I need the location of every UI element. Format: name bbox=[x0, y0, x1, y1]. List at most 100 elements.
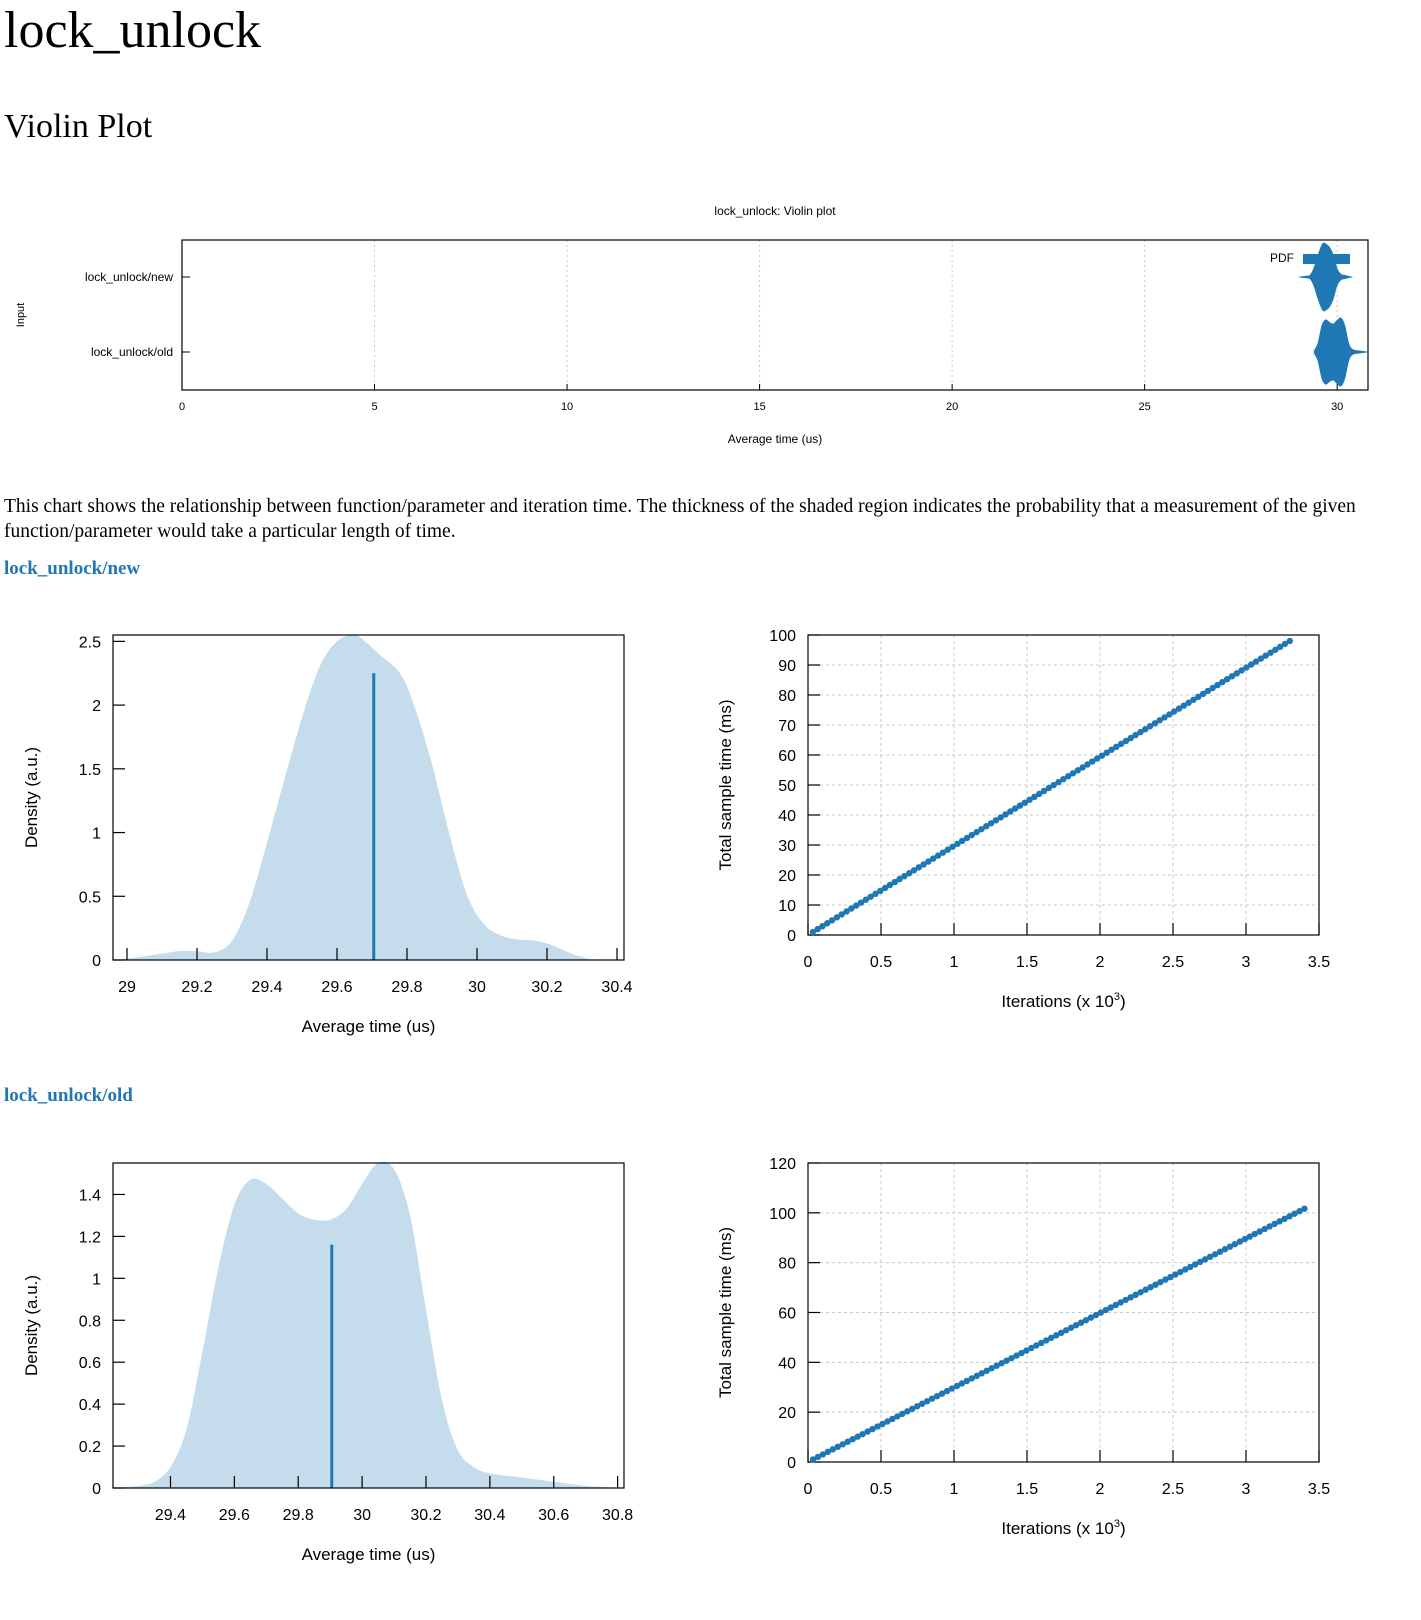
iter-y-axis-label: Total sample time (ms) bbox=[716, 700, 735, 871]
sample-point bbox=[1161, 714, 1168, 721]
sample-point bbox=[997, 814, 1004, 821]
iter-x-tick-label: 0.5 bbox=[870, 1481, 892, 1498]
violin-x-tick-label: 0 bbox=[179, 401, 185, 413]
sample-point bbox=[1084, 761, 1091, 768]
sample-point bbox=[1137, 728, 1144, 736]
sample-point bbox=[949, 843, 956, 850]
sample-point bbox=[978, 825, 985, 833]
sample-point bbox=[1291, 1210, 1298, 1217]
chart-description: This chart shows the relationship betwee… bbox=[4, 496, 1356, 542]
iteration-chart-new: 0 0.5 1 1.5 2 2.5 3 3.5 0 10 20 30 40 50 60 70 80 90 100 It… bbox=[716, 628, 1330, 1011]
sample-point bbox=[1062, 1327, 1070, 1334]
benchmark-link-new[interactable]: lock_unlock/new bbox=[4, 558, 141, 579]
sample-point bbox=[1276, 1218, 1283, 1225]
violin-y-tick-label: lock_unlock/old bbox=[91, 345, 173, 359]
sample-point bbox=[1127, 734, 1135, 742]
sample-point bbox=[1093, 755, 1101, 762]
sample-point bbox=[915, 864, 923, 871]
sample-point bbox=[1023, 1347, 1030, 1354]
violin-x-tick-label: 20 bbox=[946, 401, 958, 413]
sample-point bbox=[1276, 643, 1284, 651]
sample-point bbox=[1108, 746, 1115, 753]
sample-point bbox=[1069, 770, 1077, 777]
sample-point bbox=[1248, 661, 1255, 668]
sample-point bbox=[864, 1428, 871, 1435]
sample-point bbox=[1166, 711, 1173, 718]
violin-shape bbox=[1298, 242, 1353, 312]
sample-point bbox=[1267, 649, 1274, 656]
pdf-x-tick-label: 30 bbox=[353, 1507, 371, 1524]
sample-point bbox=[872, 890, 879, 898]
sample-point bbox=[1236, 1238, 1244, 1245]
sample-point bbox=[1031, 793, 1038, 801]
sample-point bbox=[1002, 811, 1009, 818]
sample-point bbox=[1122, 1296, 1129, 1304]
iter-x-tick-label: 2.5 bbox=[1162, 954, 1184, 971]
sample-point bbox=[1216, 1248, 1224, 1255]
sample-point bbox=[1167, 1273, 1174, 1281]
sample-point bbox=[992, 817, 1000, 824]
sample-point bbox=[1102, 1306, 1110, 1314]
sample-point bbox=[1016, 802, 1024, 809]
sample-point bbox=[933, 1392, 941, 1400]
iter-y-tick-label: 100 bbox=[769, 628, 796, 645]
sample-point bbox=[973, 1372, 980, 1380]
pdf-y-tick-label: 2.5 bbox=[79, 634, 101, 651]
sample-point bbox=[983, 1367, 990, 1375]
iter-y-tick-label: 50 bbox=[778, 778, 796, 795]
pdf-x-axis-label: Average time (us) bbox=[302, 1017, 436, 1036]
iter-y-tick-label: 0 bbox=[787, 1455, 796, 1472]
sample-point bbox=[857, 899, 865, 906]
sample-point bbox=[1206, 1253, 1214, 1261]
sample-point bbox=[1195, 693, 1202, 701]
pdf-x-tick-label: 30.8 bbox=[602, 1507, 633, 1524]
sample-point bbox=[886, 881, 894, 889]
pdf-y-tick-label: 0.4 bbox=[79, 1397, 101, 1414]
sample-point bbox=[1053, 1332, 1060, 1339]
sample-point bbox=[948, 1385, 956, 1392]
sample-point bbox=[1231, 1240, 1239, 1248]
pdf-y-tick-label: 0 bbox=[92, 953, 101, 970]
sample-point bbox=[944, 846, 951, 853]
sample-point bbox=[819, 1451, 827, 1458]
sample-point bbox=[1007, 808, 1014, 815]
iter-y-tick-label: 30 bbox=[778, 838, 796, 855]
sample-point bbox=[1132, 1291, 1139, 1299]
iter-x-tick-label: 3 bbox=[1242, 1481, 1251, 1498]
pdf-x-tick-label: 30.6 bbox=[538, 1507, 569, 1524]
pdf-x-tick-label: 29.8 bbox=[283, 1507, 314, 1524]
sample-point bbox=[1271, 1220, 1278, 1228]
sample-point bbox=[1214, 681, 1221, 689]
sample-point bbox=[838, 911, 845, 918]
pdf-y-tick-label: 1.2 bbox=[79, 1229, 101, 1246]
sample-point bbox=[1187, 1263, 1194, 1271]
sample-point bbox=[953, 1382, 961, 1390]
sample-point bbox=[894, 1413, 901, 1420]
sample-point bbox=[1191, 1261, 1199, 1268]
sample-point bbox=[1238, 667, 1245, 674]
sample-point bbox=[1170, 708, 1178, 715]
iter-x-tick-label: 3.5 bbox=[1308, 954, 1330, 971]
sample-point bbox=[1266, 1223, 1273, 1230]
iter-y-tick-label: 20 bbox=[778, 868, 796, 885]
benchmark-link-old[interactable]: lock_unlock/old bbox=[4, 1085, 133, 1106]
pdf-y-tick-label: 1 bbox=[92, 826, 101, 843]
pdf-x-tick-label: 30 bbox=[468, 979, 486, 996]
iter-x-axis-label: Iterations (x 103) bbox=[1001, 991, 1125, 1011]
iter-x-tick-label: 1 bbox=[950, 1481, 959, 1498]
iter-x-tick-label: 1.5 bbox=[1016, 1481, 1038, 1498]
sample-point bbox=[1156, 717, 1163, 724]
sample-point bbox=[1098, 752, 1106, 759]
iter-y-tick-label: 80 bbox=[778, 688, 796, 705]
iter-y-tick-label: 20 bbox=[778, 1405, 796, 1422]
sample-point bbox=[1033, 1342, 1040, 1349]
sample-point bbox=[954, 840, 961, 848]
iter-y-tick-label: 0 bbox=[787, 928, 796, 945]
violin-x-tick-label: 30 bbox=[1331, 401, 1343, 413]
pdf-y-tick-label: 1.4 bbox=[79, 1187, 101, 1204]
sample-point bbox=[1162, 1276, 1169, 1283]
violin-x-tick-label: 5 bbox=[371, 401, 377, 413]
iter-x-tick-label: 2 bbox=[1096, 1481, 1105, 1498]
sample-point bbox=[862, 896, 870, 903]
sample-point bbox=[905, 870, 913, 877]
